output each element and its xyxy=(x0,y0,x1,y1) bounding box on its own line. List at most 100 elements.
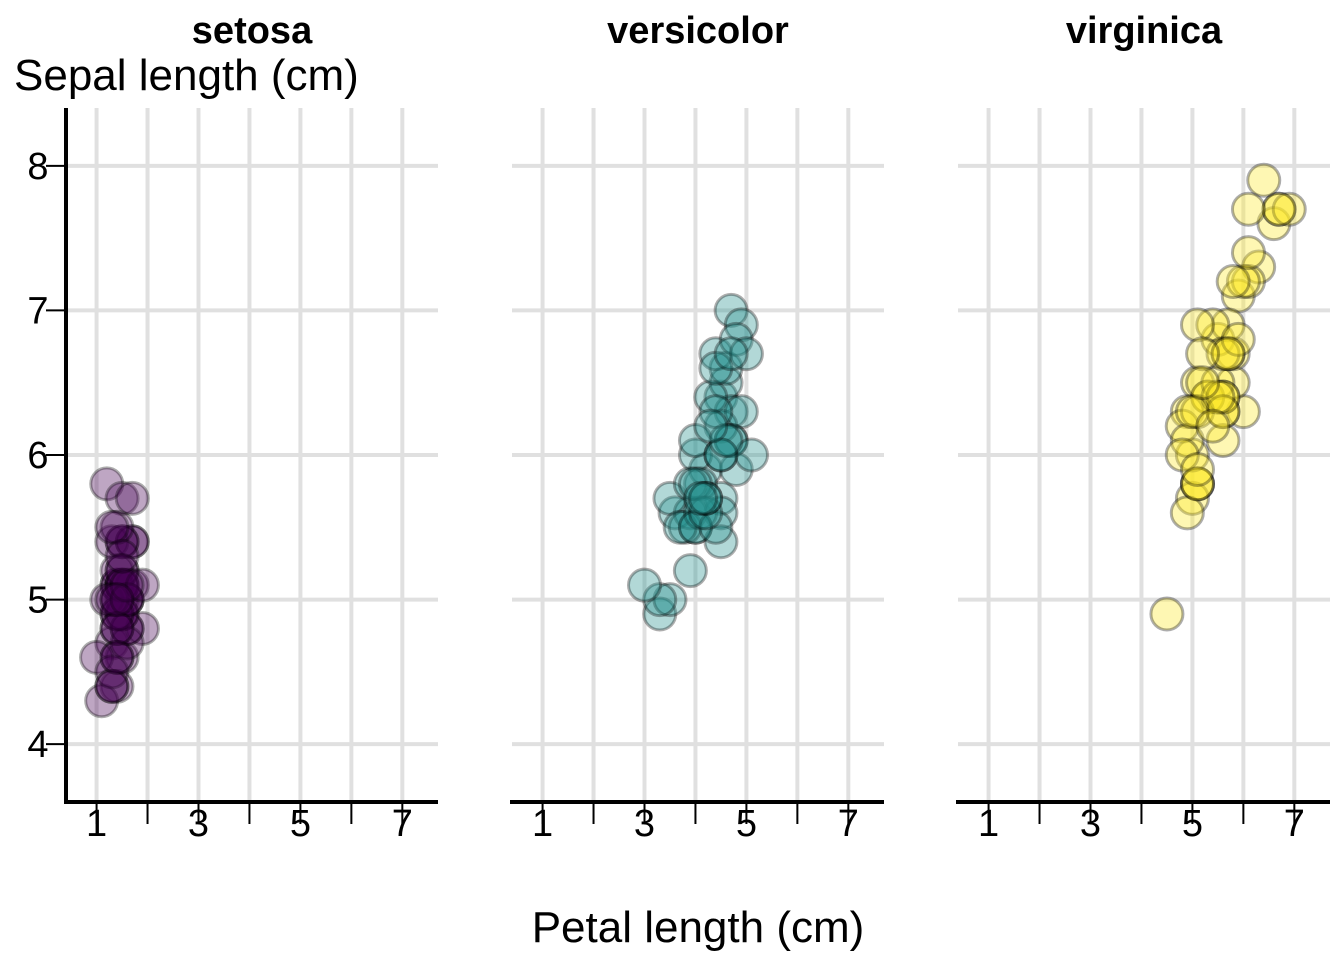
data-point xyxy=(677,437,713,473)
data-point xyxy=(1205,394,1241,430)
data-point xyxy=(1195,307,1231,343)
data-point xyxy=(1271,191,1307,227)
data-point xyxy=(1180,466,1216,502)
panel-title: setosa xyxy=(192,10,313,52)
data-point xyxy=(94,582,130,618)
data-point xyxy=(693,408,729,444)
data-point xyxy=(1180,451,1216,487)
data-point xyxy=(99,582,135,618)
data-point xyxy=(1174,394,1210,430)
data-point xyxy=(662,509,698,545)
panel-setosa: setosa 1 3 5 7 4 5 6 7 8 xyxy=(27,10,438,845)
data-point xyxy=(114,524,150,560)
data-point xyxy=(1200,321,1236,357)
data-point xyxy=(124,611,160,646)
data-point xyxy=(1190,379,1226,415)
data-point xyxy=(114,567,150,603)
data-point xyxy=(713,394,749,430)
data-point xyxy=(1225,264,1261,299)
data-point xyxy=(104,553,140,589)
data-point xyxy=(1180,365,1216,401)
data-point xyxy=(708,365,744,401)
x-tick-label: 1 xyxy=(978,803,999,845)
data-point xyxy=(713,336,749,372)
data-point xyxy=(642,596,678,632)
data-point xyxy=(1225,394,1261,430)
data-point xyxy=(698,336,734,372)
data-point xyxy=(89,582,125,618)
data-point xyxy=(99,596,135,632)
data-point xyxy=(1205,379,1241,415)
data-point xyxy=(1169,495,1205,531)
x-tick-label: 7 xyxy=(838,803,859,845)
data-point xyxy=(104,639,140,675)
data-point xyxy=(1185,336,1221,372)
data-point xyxy=(718,451,754,487)
panel-title: virginica xyxy=(1066,10,1223,52)
data-point xyxy=(1241,249,1277,285)
data-point xyxy=(1210,336,1246,372)
data-point xyxy=(1215,365,1251,401)
data-point xyxy=(99,596,135,632)
data-point xyxy=(84,683,120,719)
y-axis-title: Sepal length (cm) xyxy=(14,51,359,100)
data-point xyxy=(104,596,140,632)
data-point xyxy=(703,495,739,531)
data-point xyxy=(99,509,135,545)
data-point xyxy=(109,567,145,603)
data-point xyxy=(104,553,140,589)
x-tick-label: 1 xyxy=(86,803,107,845)
data-point xyxy=(1164,437,1200,473)
panel-versicolor: versicolor 1 3 5 7 xyxy=(510,10,884,845)
data-point xyxy=(652,480,688,516)
data-point xyxy=(104,567,140,603)
panel-title: versicolor xyxy=(607,10,789,52)
data-point xyxy=(1185,365,1221,401)
data-point xyxy=(723,394,759,430)
data-point xyxy=(1215,264,1251,299)
data-point xyxy=(672,553,708,589)
data-point xyxy=(698,350,734,386)
data-point xyxy=(1205,336,1241,372)
x-tick-label: 7 xyxy=(1284,803,1305,845)
data-point xyxy=(1220,278,1256,314)
data-point xyxy=(94,668,130,704)
data-point xyxy=(677,509,713,545)
data-point xyxy=(1246,162,1282,198)
data-point xyxy=(104,567,140,603)
data-point xyxy=(1261,191,1297,227)
data-point xyxy=(99,611,135,646)
data-point xyxy=(1220,321,1256,357)
data-point xyxy=(1180,307,1216,343)
x-tick-label: 3 xyxy=(188,803,209,845)
data-point xyxy=(79,639,115,675)
data-point xyxy=(683,495,719,531)
data-point xyxy=(104,567,140,603)
data-point xyxy=(99,611,135,646)
data-point xyxy=(1200,379,1236,415)
data-point xyxy=(114,480,150,516)
points-versicolor xyxy=(626,292,770,632)
data-point xyxy=(94,654,130,690)
data-point xyxy=(693,379,729,415)
x-tick-label: 3 xyxy=(1080,803,1101,845)
chart-panels: setosa 1 3 5 7 4 5 6 7 8 versicolor 1 3 5 7 virginica 1 3… xyxy=(27,10,1330,845)
data-point xyxy=(713,292,749,328)
data-point xyxy=(104,538,140,574)
data-point xyxy=(1205,423,1241,459)
panel-virginica: virginica 1 3 5 7 xyxy=(956,10,1330,845)
data-point xyxy=(703,379,739,415)
y-tick-label: 4 xyxy=(27,724,48,766)
data-point xyxy=(652,582,688,618)
data-point xyxy=(1180,466,1216,502)
data-point xyxy=(713,423,749,459)
data-point xyxy=(718,321,754,357)
data-point xyxy=(703,437,739,473)
data-point xyxy=(1230,235,1266,271)
data-point xyxy=(683,466,719,502)
y-tick-label: 8 xyxy=(27,146,48,188)
data-point xyxy=(104,582,140,618)
y-tick-label: 5 xyxy=(27,580,48,622)
data-point xyxy=(114,524,150,560)
x-tick-label: 5 xyxy=(290,803,311,845)
